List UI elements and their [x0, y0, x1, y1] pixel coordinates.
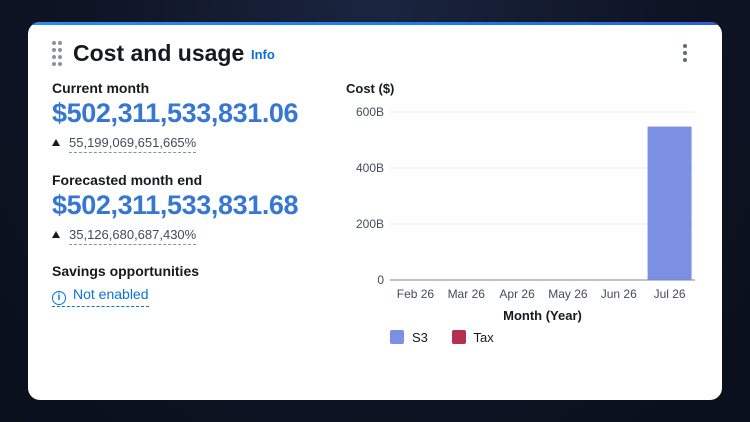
x-tick-label: May 26 — [548, 287, 588, 301]
up-triangle-icon — [52, 139, 60, 146]
forecast-change: 35,126,680,687,430% — [52, 227, 197, 245]
cost-bar-chart: 0 200B 400B 600B Feb 26 Mar 26 Apr 26 May 26 Jun… — [356, 105, 695, 323]
x-tick-label: Feb 26 — [397, 287, 435, 301]
current-month-change-value[interactable]: 55,199,069,651,665% — [69, 135, 197, 153]
savings-status-text: Not enabled — [73, 286, 149, 302]
card-accent-bar — [28, 22, 722, 25]
legend-item-s3[interactable]: S3 — [390, 330, 428, 345]
bar-s3 — [647, 126, 692, 280]
legend-swatch-tax — [451, 330, 466, 344]
y-tick-label: 200B — [356, 217, 384, 231]
current-month-change: 55,199,069,651,665% — [52, 135, 197, 153]
legend-swatch-s3 — [390, 330, 404, 344]
x-axis-title: Month (Year) — [503, 308, 582, 323]
x-tick-label: Apr 26 — [499, 287, 535, 301]
chart-legend: S3 Tax — [390, 330, 514, 345]
widget-title: Cost and usage — [73, 40, 245, 66]
chart-title: Cost ($) — [346, 81, 395, 96]
info-link[interactable]: Info — [251, 47, 275, 62]
cost-usage-widget: Cost and usage Info Current month $502,3… — [28, 22, 722, 400]
x-tick-label: Mar 26 — [448, 287, 486, 301]
y-tick-label: 0 — [377, 273, 384, 287]
current-month-label: Current month — [52, 80, 150, 96]
forecast-change-value[interactable]: 35,126,680,687,430% — [69, 227, 197, 245]
savings-status-link[interactable]: i Not enabled — [52, 286, 149, 307]
x-tick-label: Jun 26 — [601, 287, 637, 301]
x-tick-label: Jul 26 — [654, 287, 686, 301]
legend-label-s3: S3 — [412, 330, 428, 345]
y-tick-label: 600B — [356, 105, 384, 119]
legend-item-tax[interactable]: Tax — [451, 330, 494, 345]
drag-handle-icon[interactable] — [52, 41, 64, 66]
info-icon: i — [52, 291, 66, 305]
forecast-label: Forecasted month end — [52, 172, 203, 188]
up-triangle-icon — [52, 231, 60, 238]
y-tick-label: 400B — [356, 161, 384, 175]
current-month-value: $502,311,533,831.06 — [52, 98, 299, 128]
more-options-icon[interactable] — [680, 44, 690, 64]
savings-label: Savings opportunities — [52, 263, 200, 279]
forecast-value: $502,311,533,831.68 — [52, 190, 299, 220]
legend-label-tax: Tax — [473, 330, 494, 345]
